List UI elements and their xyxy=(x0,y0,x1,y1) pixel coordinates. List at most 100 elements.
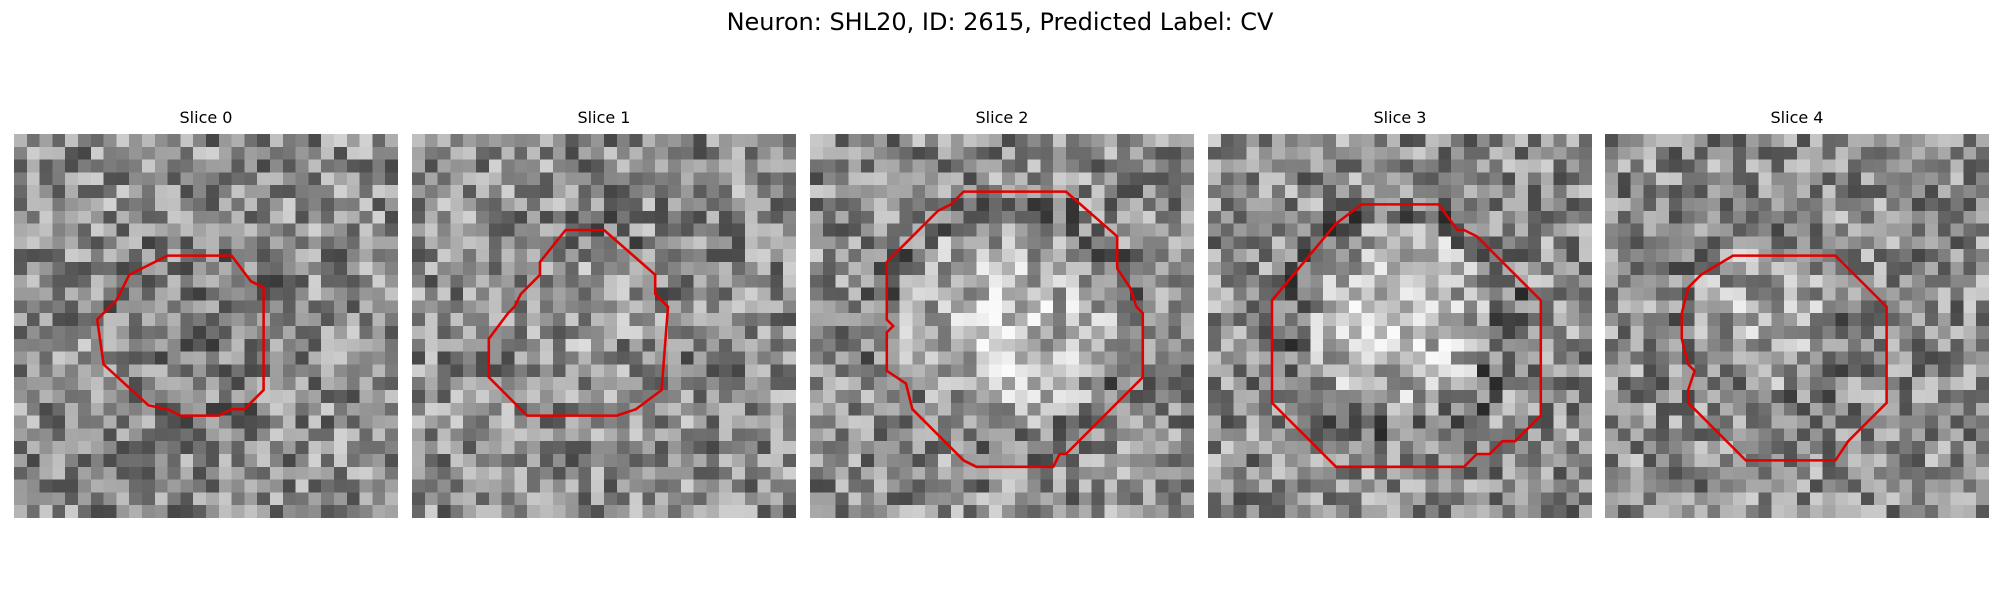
pixel xyxy=(206,377,220,391)
pixel xyxy=(680,249,694,263)
pixel xyxy=(848,479,862,493)
pixel xyxy=(1040,364,1054,378)
pixel xyxy=(1784,441,1798,455)
pixel xyxy=(925,466,939,480)
pixel xyxy=(1168,466,1182,480)
pixel xyxy=(1272,236,1286,250)
pixel xyxy=(1669,223,1683,237)
pixel xyxy=(321,402,335,416)
pixel xyxy=(680,479,694,493)
pixel xyxy=(963,479,977,493)
pixel xyxy=(450,185,464,199)
pixel xyxy=(206,479,220,493)
pixel xyxy=(1873,326,1887,340)
pixel xyxy=(1220,338,1234,352)
pixel xyxy=(1168,262,1182,276)
pixel xyxy=(206,236,220,250)
pixel xyxy=(1142,300,1156,314)
pixel xyxy=(822,300,836,314)
pixel xyxy=(1873,172,1887,186)
pixel xyxy=(1758,466,1772,480)
pixel xyxy=(1758,172,1772,186)
pixel xyxy=(1720,454,1734,468)
pixel xyxy=(1707,415,1721,429)
pixel xyxy=(424,146,438,160)
pixel xyxy=(1142,223,1156,237)
pixel xyxy=(1387,402,1401,416)
pixel xyxy=(925,441,939,455)
pixel xyxy=(693,198,707,212)
pixel xyxy=(1259,492,1273,506)
pixel xyxy=(757,351,771,365)
pixel xyxy=(1707,159,1721,173)
pixel xyxy=(52,415,66,429)
pixel xyxy=(206,313,220,327)
pixel xyxy=(1002,415,1016,429)
pixel xyxy=(680,338,694,352)
pixel xyxy=(514,505,528,518)
pixel xyxy=(1259,159,1273,173)
pixel xyxy=(308,428,322,442)
pixel xyxy=(103,326,117,340)
pixel xyxy=(334,351,348,365)
pixel xyxy=(655,287,669,301)
pixel xyxy=(938,377,952,391)
pixel xyxy=(1181,223,1194,237)
pixel xyxy=(744,415,758,429)
pixel xyxy=(1246,377,1260,391)
pixel xyxy=(591,390,605,404)
pixel xyxy=(1425,428,1439,442)
pixel xyxy=(1886,364,1900,378)
pixel xyxy=(412,134,426,148)
pixel xyxy=(1707,172,1721,186)
pixel xyxy=(1784,274,1798,288)
pixel xyxy=(1374,441,1388,455)
pixel xyxy=(308,274,322,288)
pixel xyxy=(1233,146,1247,160)
pixel xyxy=(822,351,836,365)
pixel xyxy=(1181,402,1194,416)
pixel xyxy=(1155,479,1169,493)
pixel xyxy=(642,492,656,506)
pixel xyxy=(938,466,952,480)
pixel xyxy=(706,313,720,327)
pixel xyxy=(463,262,477,276)
pixel xyxy=(1540,479,1554,493)
pixel xyxy=(976,249,990,263)
pixel xyxy=(950,351,964,365)
pixel xyxy=(835,441,849,455)
pixel xyxy=(65,479,79,493)
pixel xyxy=(1643,466,1657,480)
pixel xyxy=(1861,172,1875,186)
pixel xyxy=(167,134,181,148)
pixel xyxy=(578,236,592,250)
pixel xyxy=(437,377,451,391)
pixel xyxy=(1259,326,1273,340)
pixel xyxy=(1540,236,1554,250)
pixel xyxy=(1540,441,1554,455)
pixel xyxy=(848,402,862,416)
pixel xyxy=(257,134,271,148)
pixel xyxy=(321,466,335,480)
pixel xyxy=(1681,236,1695,250)
pixel xyxy=(1899,236,1913,250)
pixel xyxy=(1848,287,1862,301)
pixel xyxy=(938,313,952,327)
pixel xyxy=(1605,172,1619,186)
pixel xyxy=(861,236,875,250)
pixel xyxy=(1027,326,1041,340)
pixel xyxy=(1886,134,1900,148)
pixel xyxy=(1540,210,1554,224)
pixel xyxy=(822,274,836,288)
pixel xyxy=(629,172,643,186)
pixel xyxy=(706,441,720,455)
pixel xyxy=(1451,505,1465,518)
pixel xyxy=(514,159,528,173)
pixel xyxy=(1720,351,1734,365)
pixel xyxy=(1515,236,1529,250)
pixel xyxy=(1336,159,1350,173)
pixel xyxy=(1040,415,1054,429)
pixel xyxy=(732,185,746,199)
pixel xyxy=(1438,134,1452,148)
pixel xyxy=(1284,390,1298,404)
